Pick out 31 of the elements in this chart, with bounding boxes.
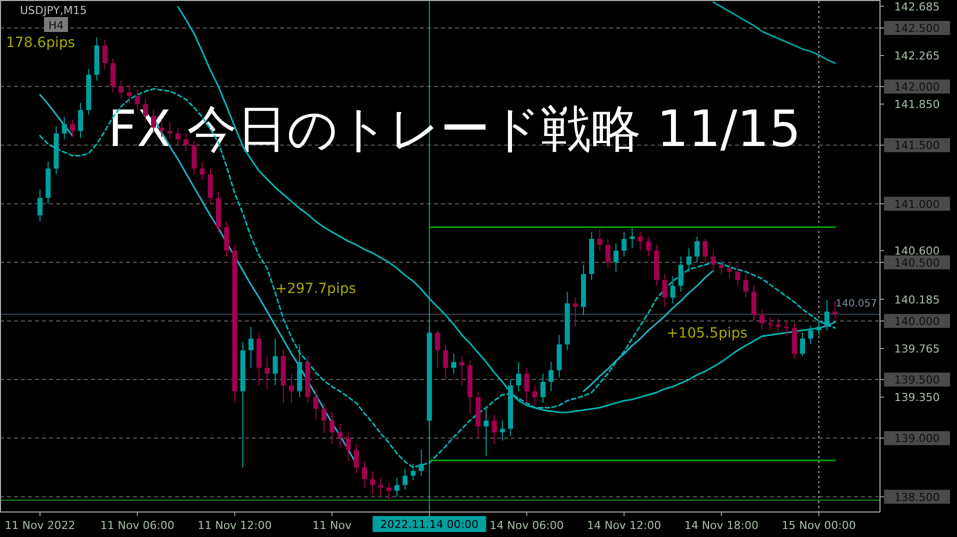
x-tick-label: 2022.11.14 00:00 xyxy=(380,518,478,531)
ref-line-label: 142.000 xyxy=(894,80,940,94)
annotation: H4 xyxy=(48,19,64,32)
annotation: 178.6pips xyxy=(6,35,76,51)
y-tick-label: 139.765 xyxy=(894,342,940,356)
ref-line-label: 139.500 xyxy=(894,374,940,387)
x-tick-label: 11 Nov 2022 xyxy=(4,519,76,532)
x-tick-label: 14 Nov 18:00 xyxy=(684,519,759,532)
x-tick-label: 14 Nov 06:00 xyxy=(490,519,564,532)
chart-subtitle: USDJPY,M15 xyxy=(20,4,87,17)
ref-line-label: 138.500 xyxy=(894,490,940,504)
y-tick-label: 142.685 xyxy=(894,0,940,14)
x-tick-label: 11 Nov xyxy=(312,519,352,532)
y-tick-label: 139.350 xyxy=(894,391,940,404)
y-tick-label: 140.185 xyxy=(894,293,940,306)
ref-line-label: 141.000 xyxy=(894,198,940,211)
ref-line-label: 140.000 xyxy=(894,314,940,328)
ref-line-label: 140.057 xyxy=(836,298,877,310)
x-tick-label: 14 Nov 12:00 xyxy=(586,519,662,532)
x-tick-label: 15 Nov 00:00 xyxy=(782,519,856,532)
ref-line-label: 139.000 xyxy=(894,432,940,446)
ref-line-label: 142.500 xyxy=(894,22,940,35)
y-tick-label: 140.600 xyxy=(894,244,940,258)
ref-line-label: 140.500 xyxy=(894,256,940,270)
annotation: +105.5pips xyxy=(666,325,748,342)
ref-line-label: 141.500 xyxy=(894,139,940,152)
x-tick-label: 11 Nov 06:00 xyxy=(100,519,174,532)
y-tick-label: 142.265 xyxy=(894,50,940,62)
x-tick-label: 11 Nov 12:00 xyxy=(198,519,272,532)
annotation: +297.7pips xyxy=(275,281,356,297)
y-tick-label: 141.850 xyxy=(894,98,940,112)
